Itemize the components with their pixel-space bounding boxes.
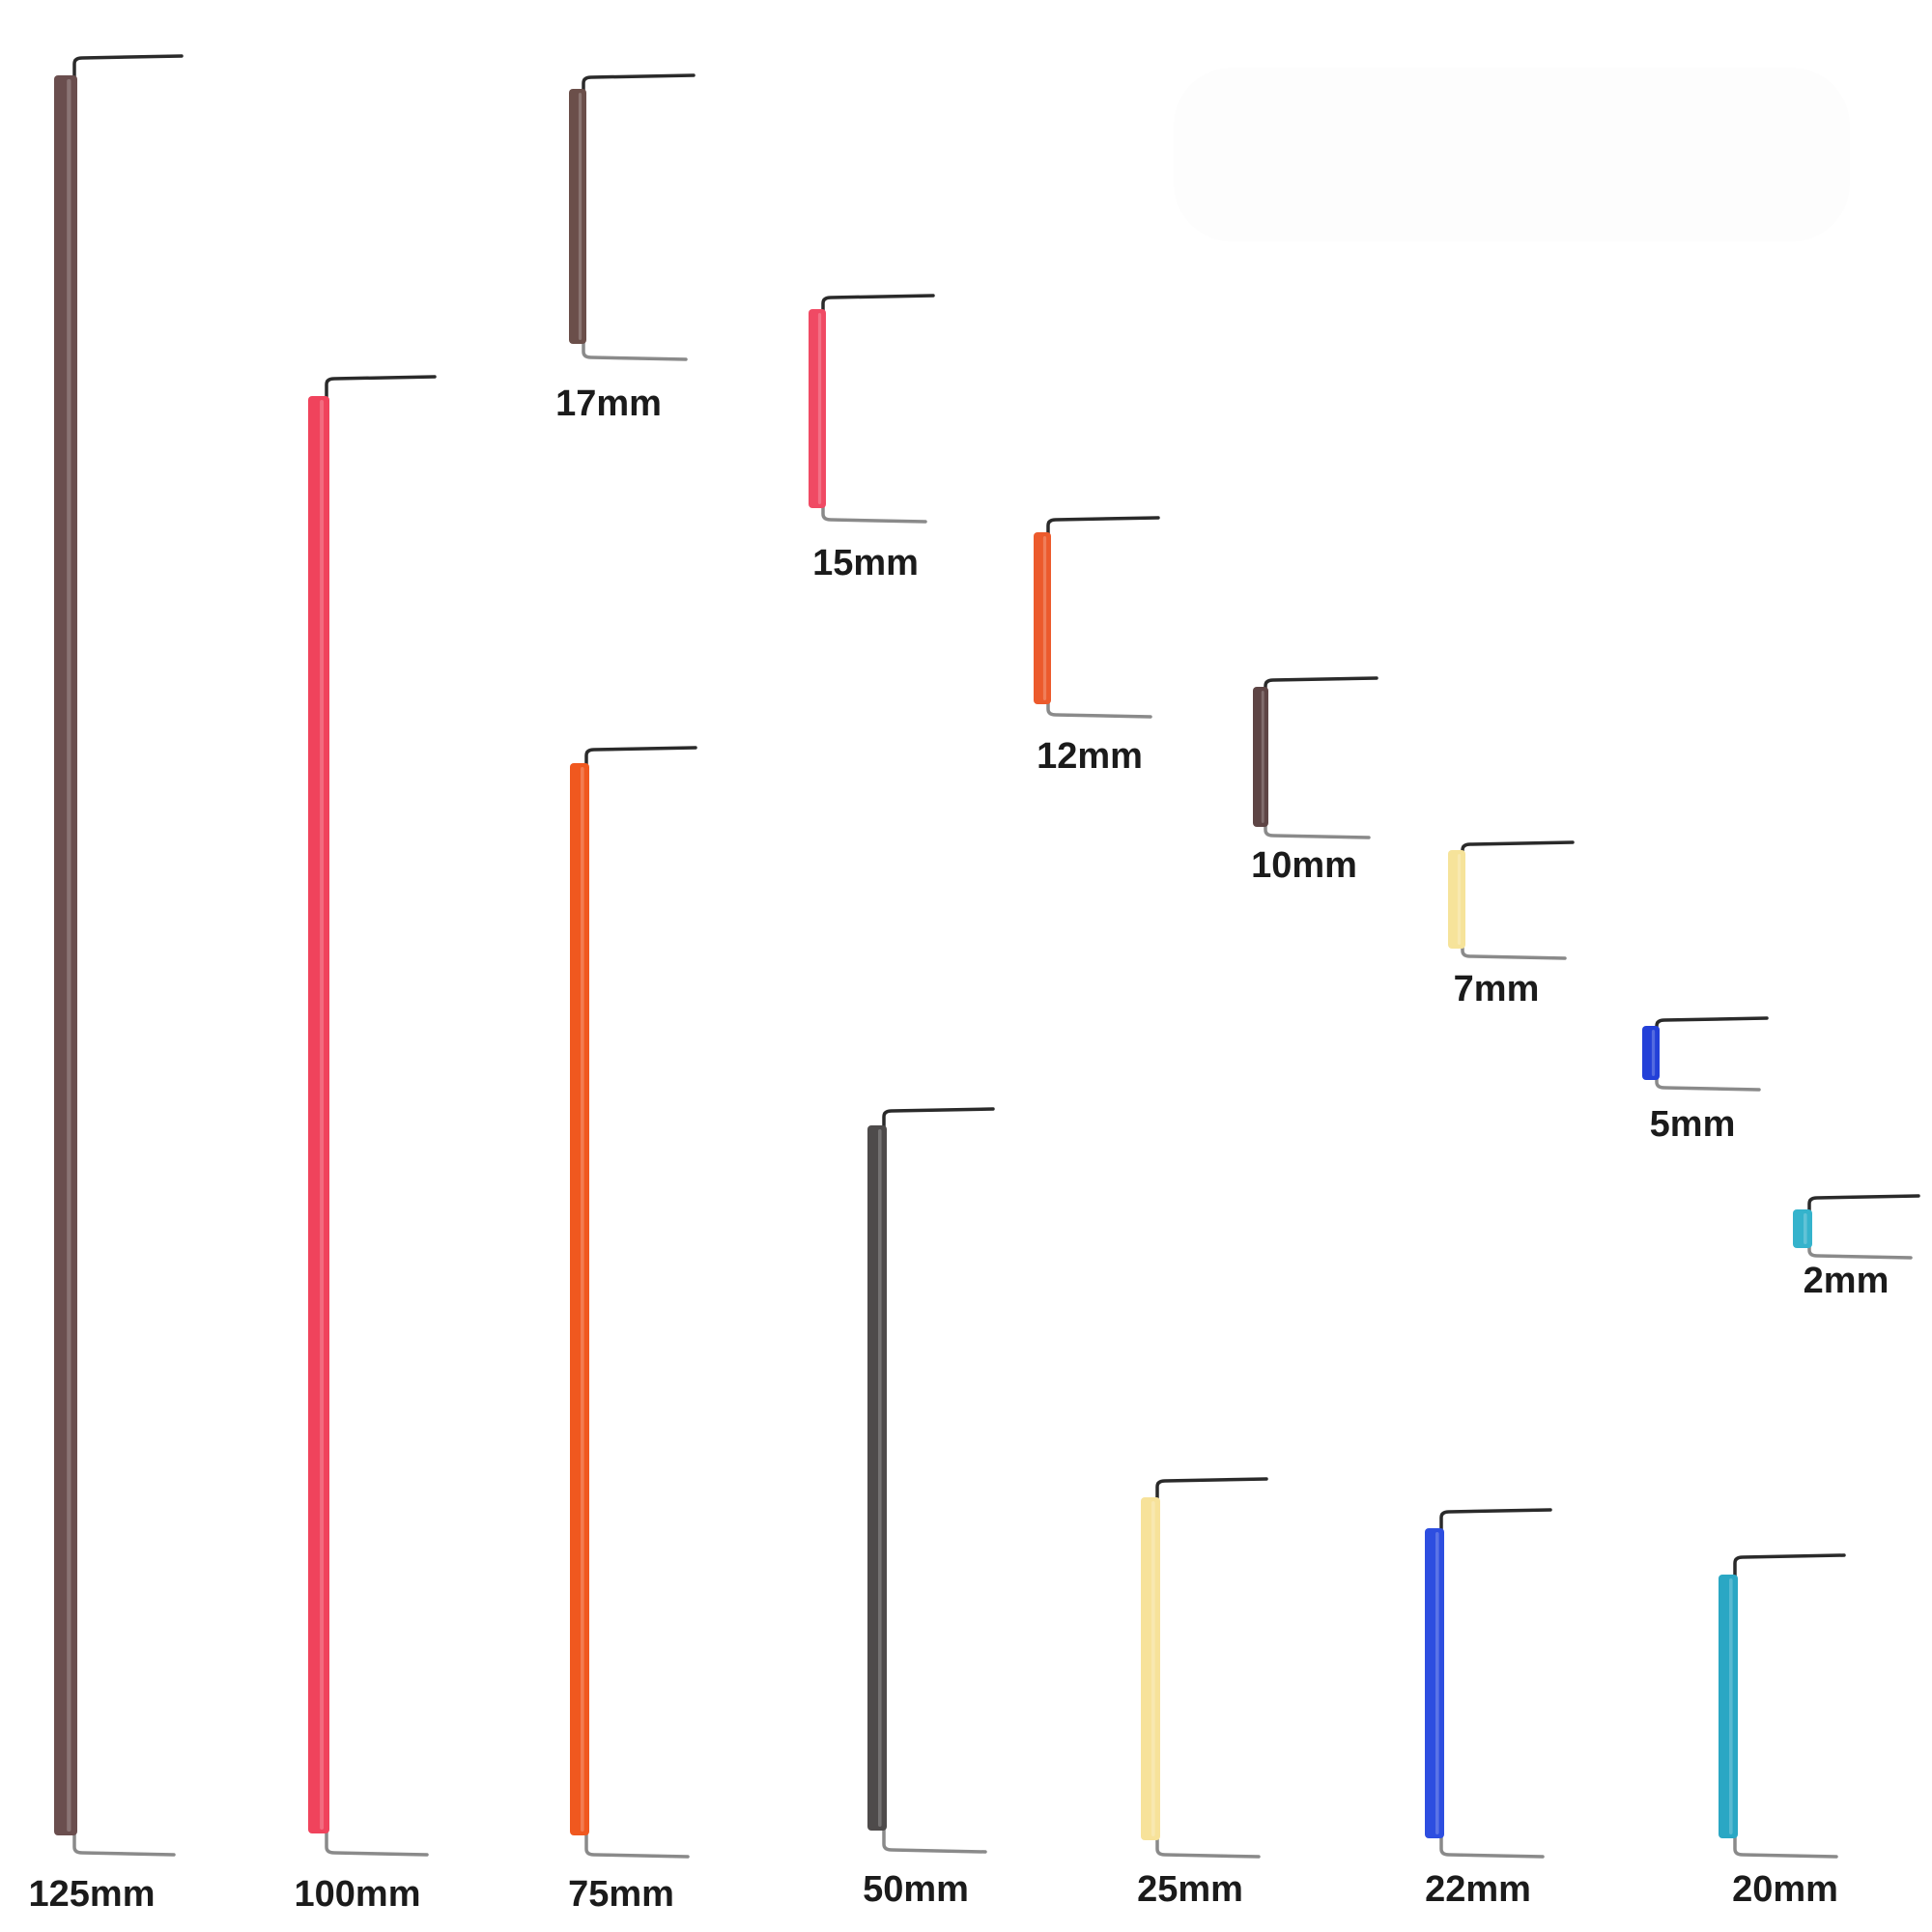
jumper-wire [570,746,697,1859]
wire-length-label: 75mm [568,1874,674,1915]
jumper-wire [54,54,184,1857]
wire-length-label: 125mm [28,1874,156,1915]
top-lead [1439,1508,1552,1534]
jumper-wire [569,73,696,361]
bottom-lead [72,1830,176,1857]
insulation-highlight [817,313,822,504]
top-lead [1155,1477,1268,1503]
insulation-highlight [320,400,325,1830]
top-lead [584,746,697,769]
top-lead [1733,1553,1846,1580]
wire-length-label: 22mm [1425,1869,1531,1910]
jumper-wire [1719,1553,1846,1859]
wire-length-label: 50mm [863,1869,969,1910]
bottom-lead [1655,1074,1761,1092]
wire-length-label: 17mm [555,384,662,424]
wire-insulation [54,75,77,1835]
bottom-lead [1461,943,1567,960]
insulation-highlight [878,1129,882,1827]
jumper-wire [1425,1508,1552,1859]
bottom-lead [1264,821,1371,839]
insulation-highlight [581,767,584,1832]
bottom-lead [882,1825,987,1854]
bottom-lead [1807,1242,1913,1260]
wire-length-label: 20mm [1732,1869,1838,1910]
wire-length-label: 25mm [1137,1869,1243,1910]
bottom-lead [584,1830,690,1859]
jumper-wire [867,1107,995,1854]
bottom-lead [1439,1833,1545,1859]
background-highlight [1174,68,1850,242]
insulation-highlight [1457,854,1462,945]
wire-insulation [809,309,826,508]
wire-length-label: 10mm [1251,845,1357,886]
jumper-wire [809,294,935,524]
wire-insulation [308,396,329,1833]
jumper-wire [1793,1194,1920,1260]
bottom-lead [821,502,927,524]
top-lead [1655,1016,1769,1032]
bottom-lead [325,1828,429,1857]
wire-insulation [570,763,589,1835]
wire-insulation [1253,687,1268,827]
top-lead [821,294,935,315]
insulation-highlight [67,79,71,1832]
wire-insulation [1793,1209,1812,1248]
wire-length-label: 2mm [1803,1261,1889,1301]
bottom-lead [582,338,688,361]
wire-insulation [1642,1026,1660,1080]
bottom-lead [1046,698,1152,719]
wire-insulation [1448,850,1465,949]
top-lead [1046,516,1160,538]
wire-length-label: 7mm [1453,969,1540,1009]
insulation-highlight [1042,536,1047,700]
wire-insulation [1034,532,1051,704]
insulation-highlight [1261,691,1264,823]
top-lead [72,54,184,81]
insulation-highlight [1651,1030,1656,1076]
jumper-wire [1448,840,1575,960]
top-lead [582,73,696,95]
top-lead [1461,840,1575,856]
wire-insulation [569,89,586,344]
bottom-lead [1155,1834,1261,1859]
top-lead [882,1107,995,1131]
jumper-wire [1642,1016,1769,1092]
wire-length-label: 100mm [294,1874,421,1915]
top-lead [1807,1194,1920,1215]
insulation-highlight [1729,1578,1733,1834]
bottom-lead [1733,1833,1838,1859]
jumper-wire [1034,516,1160,719]
top-lead [325,375,437,402]
insulation-highlight [1151,1501,1155,1836]
jumper-wire [1253,676,1378,839]
wire-length-label: 5mm [1649,1104,1736,1145]
insulation-highlight [578,93,582,340]
wire-insulation [867,1125,887,1831]
jumper-wire [308,375,437,1857]
top-lead [1264,676,1378,693]
wire-length-label: 12mm [1037,736,1143,777]
wire-length-label: 15mm [812,543,919,583]
insulation-highlight [1804,1213,1807,1244]
wire-insulation [1141,1497,1160,1840]
wire-insulation [1425,1528,1444,1838]
jumper-wire [1141,1477,1268,1859]
insulation-highlight [1435,1532,1439,1834]
wire-insulation [1719,1575,1738,1838]
